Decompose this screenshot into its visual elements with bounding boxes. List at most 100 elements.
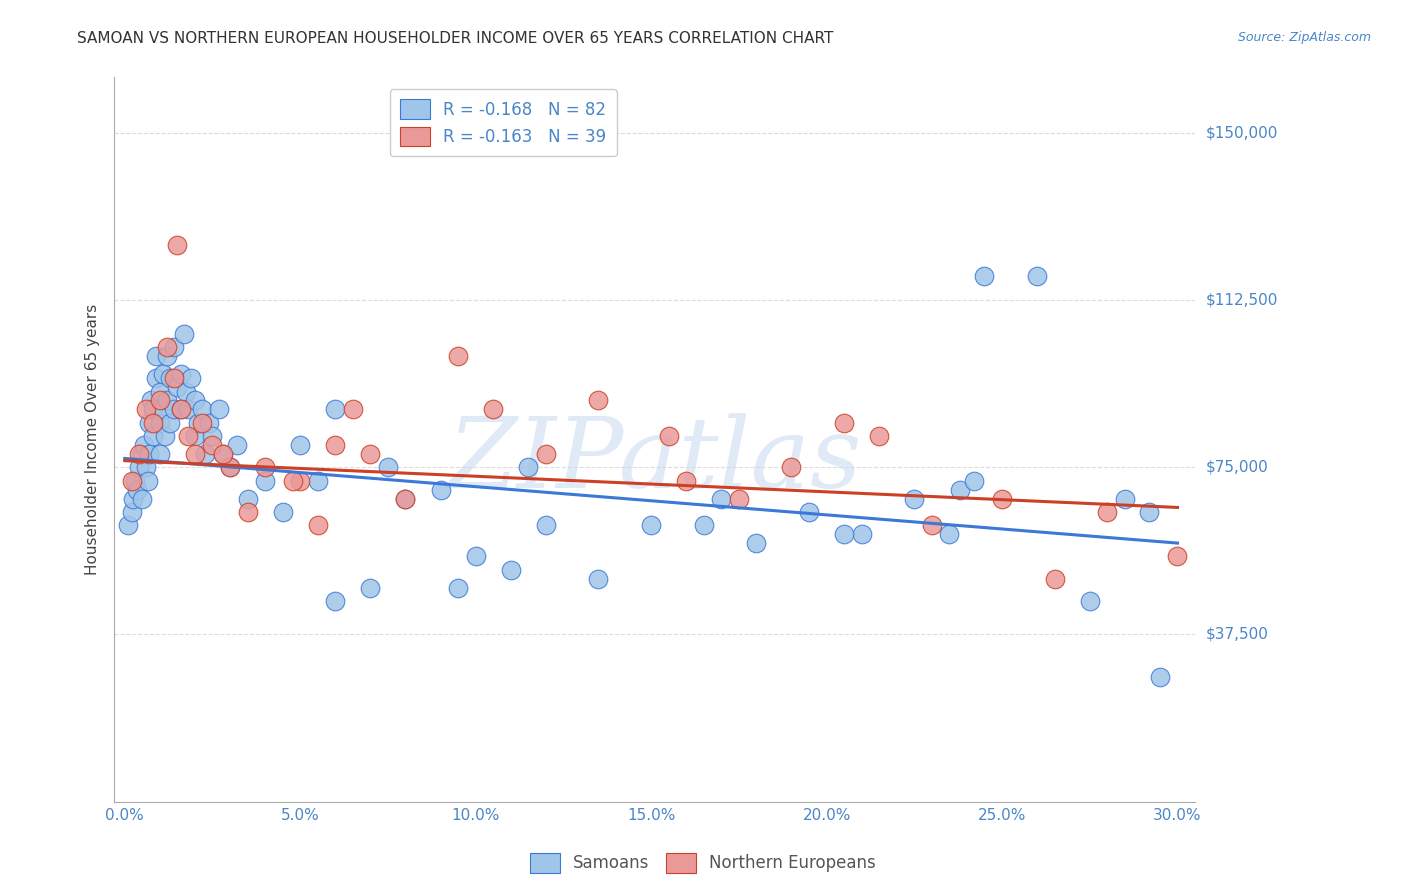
Point xyxy=(166,237,188,252)
Point xyxy=(949,483,972,497)
Point xyxy=(693,518,716,533)
Point xyxy=(170,402,193,417)
Point xyxy=(125,483,148,497)
Point xyxy=(135,460,157,475)
Point xyxy=(156,393,179,408)
Point xyxy=(156,349,179,363)
Point xyxy=(588,393,610,408)
Point xyxy=(323,594,346,608)
Point xyxy=(124,474,146,488)
Point xyxy=(283,474,305,488)
Point xyxy=(254,460,277,475)
Point xyxy=(1078,594,1101,608)
Point xyxy=(394,491,416,506)
Point xyxy=(288,474,311,488)
Point xyxy=(534,447,557,461)
Point xyxy=(675,474,697,488)
Point xyxy=(727,491,749,506)
Point xyxy=(159,371,181,385)
Point xyxy=(447,581,470,595)
Point xyxy=(132,438,155,452)
Point xyxy=(149,416,172,430)
Point xyxy=(359,581,381,595)
Point xyxy=(163,402,186,417)
Point xyxy=(135,402,157,417)
Text: SAMOAN VS NORTHERN EUROPEAN HOUSEHOLDER INCOME OVER 65 YEARS CORRELATION CHART: SAMOAN VS NORTHERN EUROPEAN HOUSEHOLDER … xyxy=(77,31,834,46)
Text: ZIPatlas: ZIPatlas xyxy=(447,414,862,508)
Point xyxy=(145,349,167,363)
Point xyxy=(851,527,873,541)
Point xyxy=(323,402,346,417)
Point xyxy=(464,549,486,564)
Point xyxy=(131,447,153,461)
Point xyxy=(1114,491,1136,506)
Point xyxy=(973,268,995,283)
Point xyxy=(226,438,249,452)
Point xyxy=(394,491,416,506)
Point xyxy=(323,438,346,452)
Point xyxy=(170,402,193,417)
Point xyxy=(198,416,221,430)
Point xyxy=(121,505,143,519)
Legend: Samoans, Northern Europeans: Samoans, Northern Europeans xyxy=(523,847,883,880)
Point xyxy=(152,402,174,417)
Point xyxy=(832,416,855,430)
Point xyxy=(517,460,540,475)
Point xyxy=(128,447,150,461)
Point xyxy=(219,460,242,475)
Point xyxy=(1149,670,1171,684)
Point xyxy=(159,416,181,430)
Point xyxy=(307,518,329,533)
Point xyxy=(187,416,209,430)
Point xyxy=(1043,572,1066,586)
Point xyxy=(174,384,197,399)
Point xyxy=(184,429,207,443)
Point xyxy=(499,563,522,577)
Legend: R = -0.168   N = 82, R = -0.163   N = 39: R = -0.168 N = 82, R = -0.163 N = 39 xyxy=(389,89,616,156)
Point xyxy=(1026,268,1049,283)
Point xyxy=(288,438,311,452)
Point xyxy=(163,371,186,385)
Point xyxy=(117,518,139,533)
Text: Source: ZipAtlas.com: Source: ZipAtlas.com xyxy=(1237,31,1371,45)
Point xyxy=(342,402,364,417)
Point xyxy=(145,371,167,385)
Point xyxy=(131,491,153,506)
Point xyxy=(745,536,768,550)
Point xyxy=(152,367,174,381)
Text: $112,500: $112,500 xyxy=(1206,293,1278,308)
Point xyxy=(173,326,195,341)
Point xyxy=(121,474,143,488)
Point xyxy=(236,491,259,506)
Point xyxy=(191,402,214,417)
Point xyxy=(991,491,1014,506)
Point xyxy=(447,349,470,363)
Point xyxy=(588,572,610,586)
Point xyxy=(212,447,235,461)
Point xyxy=(1139,505,1161,519)
Point xyxy=(236,505,259,519)
Point xyxy=(307,474,329,488)
Point xyxy=(177,402,200,417)
Point xyxy=(710,491,733,506)
Y-axis label: Householder Income Over 65 years: Householder Income Over 65 years xyxy=(86,304,100,575)
Point xyxy=(128,460,150,475)
Point xyxy=(921,518,943,533)
Point xyxy=(142,416,165,430)
Point xyxy=(1097,505,1119,519)
Point xyxy=(149,393,172,408)
Point xyxy=(201,438,224,452)
Point xyxy=(377,460,399,475)
Point xyxy=(780,460,803,475)
Point xyxy=(219,460,242,475)
Point xyxy=(963,474,986,488)
Point xyxy=(429,483,451,497)
Point xyxy=(142,402,165,417)
Point xyxy=(177,429,200,443)
Point xyxy=(201,429,224,443)
Point xyxy=(184,447,207,461)
Point xyxy=(170,367,193,381)
Point xyxy=(139,393,162,408)
Point xyxy=(180,371,202,385)
Point xyxy=(122,491,145,506)
